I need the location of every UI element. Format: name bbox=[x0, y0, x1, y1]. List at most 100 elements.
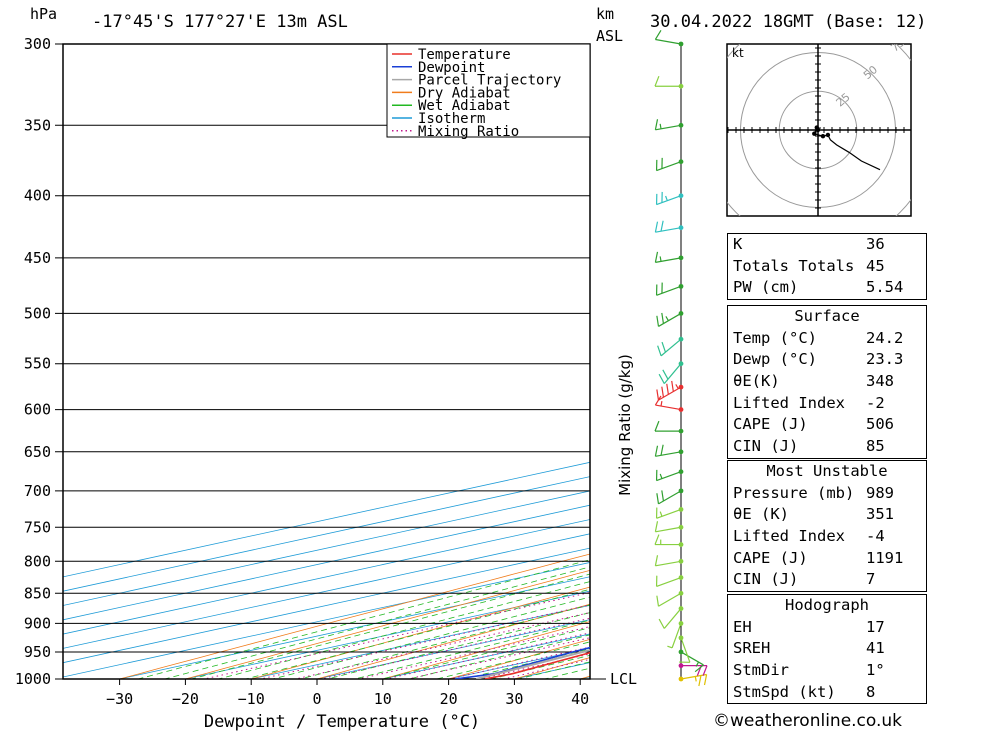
temp-tick-label: 30 bbox=[505, 690, 523, 708]
wind-barb-staff bbox=[655, 526, 682, 533]
wind-barb-half-flag bbox=[665, 195, 668, 201]
wind-barb-flag bbox=[658, 618, 665, 629]
isotherm-line bbox=[63, 533, 590, 649]
wind-barb-half-flag bbox=[695, 661, 700, 667]
wind-barb-staff bbox=[658, 312, 682, 327]
wind-barb bbox=[657, 336, 684, 357]
x-axis-label: Dewpoint / Temperature (°C) bbox=[204, 712, 480, 732]
wind-barb-dot bbox=[678, 663, 684, 669]
table-row: K 36 bbox=[728, 234, 926, 256]
wind-barb-staff bbox=[658, 490, 682, 505]
row-value: 1° bbox=[866, 661, 885, 680]
row-label: θE (K) bbox=[733, 505, 789, 524]
pressure-tick-label: 850 bbox=[24, 584, 51, 602]
asl-unit-label: ASL bbox=[596, 27, 624, 45]
wind-barb-flag bbox=[703, 674, 708, 686]
legend-box bbox=[386, 43, 591, 138]
row-label: CAPE (J) bbox=[733, 548, 808, 567]
wind-barb-half-flag bbox=[659, 123, 662, 129]
hodograph-point bbox=[825, 132, 831, 138]
wind-barb-dot bbox=[678, 83, 684, 89]
row-value: 36 bbox=[866, 235, 885, 253]
wind-barb-half-flag bbox=[667, 645, 673, 649]
table-row: EH 17 bbox=[728, 617, 926, 639]
indices-table: K 36 Totals Totals 45 PW (cm) 5.54 bbox=[727, 233, 927, 301]
row-value: 17 bbox=[866, 617, 885, 636]
wind-barb-dot bbox=[678, 542, 684, 547]
wind-barb-dot bbox=[678, 283, 684, 289]
table-row: θE (K) 351 bbox=[728, 504, 926, 526]
wind-barb-staff bbox=[656, 285, 682, 296]
wind-barb-staff bbox=[655, 404, 682, 411]
wind-barb-flag bbox=[661, 341, 667, 353]
wind-barb-flag bbox=[666, 383, 669, 395]
row-label: Lifted Index bbox=[733, 527, 845, 546]
lcl-label: LCL bbox=[610, 670, 637, 688]
wind-barb-dot bbox=[678, 225, 684, 231]
wind-barb-dot bbox=[678, 407, 684, 412]
wind-barb-flag bbox=[702, 665, 708, 676]
wind-barb-flag bbox=[656, 493, 660, 504]
row-label: Dewp (°C) bbox=[733, 350, 817, 369]
wind-barb-half-flag bbox=[675, 384, 679, 389]
table-row: SREH 41 bbox=[728, 638, 926, 660]
pressure-tick-label: 400 bbox=[24, 187, 51, 205]
wind-barb bbox=[654, 521, 684, 533]
pressure-unit-label: hPa bbox=[30, 5, 58, 23]
isotherm-line bbox=[63, 504, 590, 621]
most-unstable-title: Most Unstable bbox=[766, 462, 888, 480]
isotherm-line bbox=[63, 562, 590, 678]
pressure-tick-label: 900 bbox=[24, 614, 51, 632]
wind-barb-dot bbox=[678, 336, 684, 342]
wind-barb-flag bbox=[654, 420, 660, 432]
hodograph-point bbox=[820, 134, 826, 139]
wind-barb-half-flag bbox=[665, 316, 669, 321]
row-value: 351 bbox=[866, 505, 894, 524]
hodograph-point bbox=[814, 125, 819, 130]
wind-barb bbox=[654, 444, 684, 457]
wind-barb bbox=[655, 575, 684, 587]
row-label: K bbox=[733, 235, 743, 253]
wind-barb bbox=[655, 157, 684, 172]
dry-adiabat-line bbox=[183, 569, 590, 679]
row-label: CIN (J) bbox=[733, 437, 799, 456]
pressure-tick-label: 950 bbox=[24, 643, 51, 661]
hodograph-point bbox=[812, 131, 817, 136]
dry-adiabat-line bbox=[118, 553, 590, 679]
wind-barb-dot bbox=[678, 469, 684, 475]
wind-barb-staff bbox=[655, 124, 682, 131]
wind-barb bbox=[656, 311, 684, 327]
wind-barb-dot bbox=[678, 41, 684, 47]
row-label: Pressure (mb) bbox=[733, 483, 855, 502]
surface-table: Surface Temp (°C) 24.2 Dewp (°C) 23.3 θE(K) 34… bbox=[727, 305, 927, 459]
row-label: StmSpd (kt) bbox=[733, 682, 836, 701]
wind-barb bbox=[655, 191, 684, 206]
wet-adiabat-line bbox=[325, 612, 590, 679]
wet-adiabat-line bbox=[163, 566, 590, 679]
table-row: Totals Totals 45 bbox=[728, 256, 926, 278]
legend-label: Parcel Trajectory bbox=[418, 73, 561, 89]
wet-adiabat-line bbox=[136, 559, 590, 679]
wind-barb bbox=[678, 673, 708, 687]
mixing-ratio-axis-label: Mixing Ratio (g/kg) bbox=[616, 354, 634, 496]
wind-barb-dot bbox=[678, 558, 684, 564]
isotherm-line bbox=[63, 490, 590, 606]
row-value: 85 bbox=[866, 437, 885, 456]
wet-adiabat-line bbox=[189, 573, 590, 679]
dry-adiabat-line bbox=[249, 586, 590, 679]
wet-adiabat-line bbox=[216, 581, 590, 679]
pressure-tick-label: 550 bbox=[24, 355, 51, 373]
wind-barb-half-flag bbox=[694, 676, 697, 682]
wind-barb bbox=[655, 469, 684, 482]
row-label: StmDir bbox=[733, 661, 789, 680]
wind-barb bbox=[678, 635, 691, 663]
wind-barb-dot bbox=[678, 524, 684, 530]
wind-barb bbox=[654, 75, 684, 89]
wet-adiabat-line bbox=[407, 634, 590, 679]
wind-barb-staff bbox=[680, 673, 707, 680]
wind-barb-staff bbox=[658, 386, 682, 401]
wind-barb-flag bbox=[698, 675, 702, 687]
